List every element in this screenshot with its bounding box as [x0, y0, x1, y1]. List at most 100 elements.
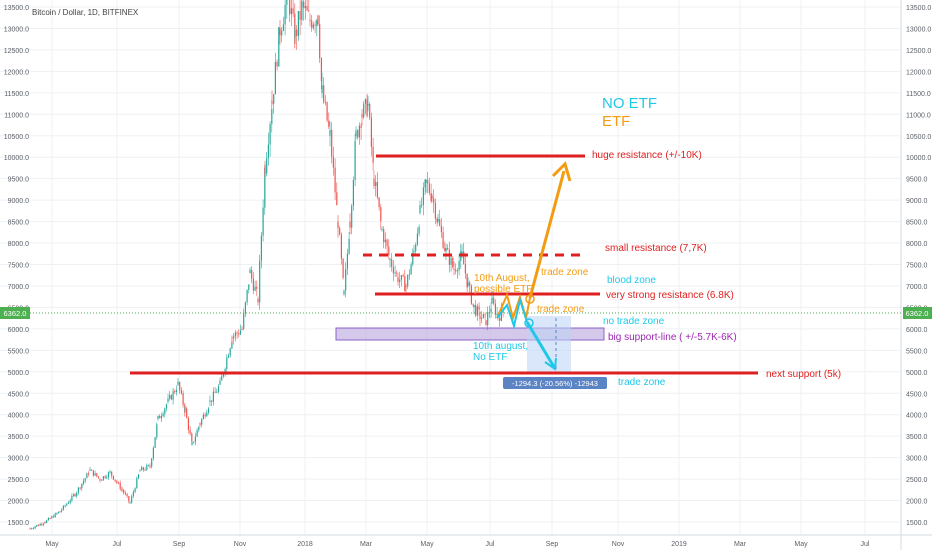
etf-arrowhead	[551, 161, 572, 182]
candle-body	[436, 218, 438, 222]
candle-body	[274, 61, 276, 95]
candle-body	[102, 476, 104, 480]
candle-body	[488, 312, 490, 314]
candle-body	[54, 513, 56, 518]
price-tick-label: 9500.0	[906, 177, 928, 184]
price-tick-label: 1500.0	[906, 520, 928, 527]
price-tick-label-left: 9000.0	[8, 198, 30, 205]
candle-body	[172, 391, 174, 400]
candle-body	[464, 264, 466, 274]
candle-body	[364, 99, 366, 104]
candle-body	[139, 470, 141, 472]
etf-zigzag-path	[496, 291, 531, 322]
candle-body	[455, 269, 457, 272]
candle-body	[376, 181, 378, 198]
candle-body	[408, 274, 410, 276]
candle-body	[301, 1, 303, 7]
candle-body	[206, 412, 208, 417]
time-tick-label: Nov	[234, 541, 247, 548]
measure-range-box[interactable]	[527, 316, 571, 372]
price-tick-label-left: 6000.0	[8, 327, 30, 334]
candlestick-series	[29, 0, 504, 530]
candle-body	[437, 219, 439, 222]
price-tick-label: 3500.0	[906, 434, 928, 441]
time-axis[interactable]: May Jul Sep Nov 2018 Mar May Jul Sep Nov 2019 Mar Ma…	[45, 541, 870, 548]
candle-body	[149, 466, 151, 468]
candle-body	[361, 114, 363, 118]
candle-body	[269, 124, 271, 145]
price-tick-label: 9000.0	[906, 198, 928, 205]
candle-body	[450, 257, 452, 265]
candle-body	[407, 275, 409, 287]
noetf-pivot-marker	[524, 318, 534, 328]
candle-body	[82, 480, 85, 484]
candle-body	[467, 282, 469, 286]
price-tick-label-left: 4000.0	[8, 413, 30, 420]
candle-body	[89, 469, 91, 471]
candle-body	[343, 290, 345, 295]
price-tick-label-left: 3500.0	[8, 434, 30, 441]
candle-body	[146, 465, 148, 470]
candle-body	[41, 523, 43, 525]
candle-body	[167, 398, 169, 402]
price-tick-label-left: 10000.0	[4, 155, 29, 162]
candle-body	[378, 197, 380, 208]
candle-body	[363, 103, 365, 118]
time-tick-label: Sep	[546, 541, 559, 548]
candle-body	[92, 470, 94, 476]
candle-body	[201, 419, 203, 425]
candle-body	[334, 167, 336, 193]
candle-body	[458, 260, 460, 271]
candle-body	[99, 479, 101, 481]
candle-body	[229, 348, 231, 356]
price-tick-label-left: 2500.0	[8, 477, 30, 484]
candle-body	[428, 183, 430, 193]
candle-body	[381, 229, 383, 231]
candle-body	[64, 505, 66, 507]
candle-body	[191, 433, 193, 442]
candle-body	[453, 268, 455, 270]
price-tick-label: 8000.0	[906, 241, 928, 248]
candle-body	[174, 391, 176, 393]
candle-body	[380, 207, 382, 222]
candle-body	[61, 509, 63, 512]
candle-body	[493, 297, 495, 304]
candle-body	[342, 258, 344, 278]
candle-body	[389, 259, 391, 261]
candle-body	[175, 390, 178, 393]
noetf-arrowhead	[544, 357, 557, 371]
price-tick-label: 11000.0	[906, 112, 931, 119]
candle-body	[262, 207, 264, 236]
candle-body	[49, 518, 51, 520]
candle-body	[207, 408, 210, 413]
trade-zone-label-3: trade zone	[618, 377, 666, 388]
candle-body	[345, 269, 347, 291]
candle-body	[126, 494, 128, 497]
candle-body	[128, 496, 130, 501]
candle-body	[187, 417, 189, 430]
candle-body	[264, 165, 266, 174]
candle-body	[476, 306, 478, 316]
candle-body	[62, 505, 64, 510]
candle-body	[37, 525, 40, 527]
price-tick-label: 12500.0	[906, 48, 931, 55]
chart-title: Bitcoin / Dollar, 1D, BITFINEX	[32, 8, 139, 17]
candle-body	[157, 415, 159, 419]
candle-body	[77, 487, 79, 493]
candle-body	[312, 24, 314, 28]
candle-body	[375, 181, 377, 187]
candle-body	[198, 426, 200, 431]
candle-body	[418, 226, 420, 234]
candle-body	[323, 85, 325, 102]
candle-body	[463, 251, 465, 265]
price-axis[interactable]: 1500.0 1500.0 2000.0 2000.0 2500.0 2500.0 3000…	[4, 5, 932, 527]
candle-body	[276, 61, 278, 67]
big-support-label: big support-line ( +/-5.7K-6K)	[608, 332, 737, 343]
candle-body	[109, 471, 111, 473]
candle-body	[479, 316, 481, 320]
price-tick-label-left: 5000.0	[8, 370, 30, 377]
candle-body	[439, 219, 441, 226]
candle-body	[475, 304, 477, 316]
